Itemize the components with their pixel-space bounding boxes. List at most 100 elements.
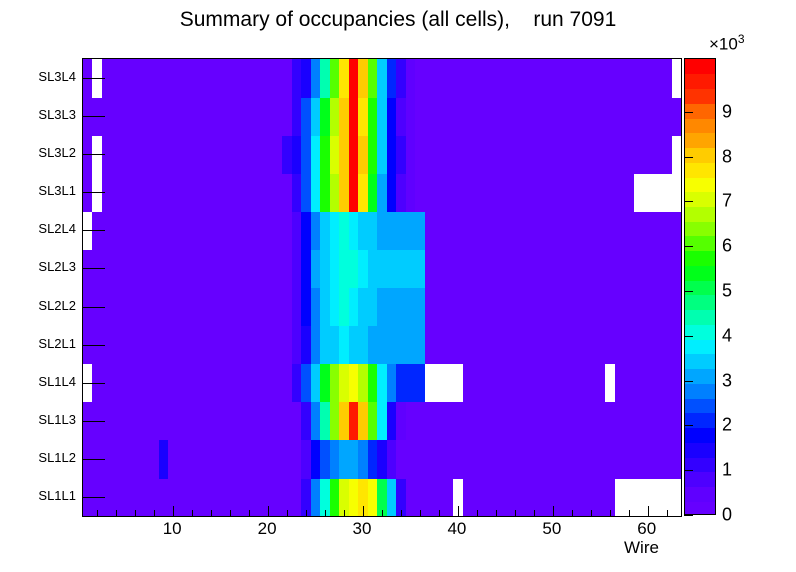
heatmap-cell bbox=[168, 325, 179, 365]
heatmap-cell bbox=[168, 249, 179, 289]
heatmap-cell bbox=[633, 97, 644, 136]
heatmap-cell bbox=[206, 325, 217, 365]
colorbar-tick bbox=[684, 201, 693, 203]
heatmap-cell bbox=[595, 97, 606, 136]
heatmap-cell bbox=[595, 401, 606, 441]
heatmap-cell bbox=[614, 97, 625, 136]
heatmap-cell bbox=[652, 439, 663, 479]
heatmap-cell bbox=[367, 173, 378, 212]
heatmap-cell bbox=[405, 59, 416, 98]
heatmap-cell bbox=[244, 287, 255, 327]
heatmap-cell bbox=[291, 211, 302, 250]
heatmap-cell bbox=[510, 401, 521, 441]
heatmap-cell bbox=[519, 439, 530, 479]
heatmap-cell bbox=[643, 287, 654, 327]
heatmap-cell bbox=[605, 363, 616, 403]
heatmap-cell bbox=[462, 211, 473, 250]
heatmap-cell bbox=[329, 249, 340, 289]
heatmap-cell bbox=[443, 439, 454, 479]
heatmap-cell bbox=[130, 173, 141, 212]
heatmap-cell bbox=[415, 211, 426, 250]
heatmap-cell bbox=[548, 401, 559, 441]
heatmap-cell bbox=[500, 211, 511, 250]
heatmap-cell bbox=[367, 363, 378, 403]
heatmap-cell bbox=[662, 287, 673, 327]
colorbar-tick-label: 3 bbox=[722, 370, 733, 391]
heatmap-cell bbox=[206, 97, 217, 136]
heatmap-cell bbox=[139, 59, 151, 98]
heatmap-cell bbox=[339, 135, 350, 174]
heatmap-cell bbox=[234, 439, 245, 479]
heatmap-cell bbox=[329, 97, 340, 136]
heatmap-grid[interactable] bbox=[83, 59, 681, 516]
heatmap-cell bbox=[462, 477, 473, 516]
heatmap-cell bbox=[500, 97, 511, 136]
heatmap-cell bbox=[671, 439, 681, 479]
heatmap-cell bbox=[462, 439, 473, 479]
colorbar-tick-label: 1 bbox=[722, 459, 733, 480]
heatmap-cell bbox=[301, 59, 312, 98]
heatmap-cell bbox=[101, 401, 113, 441]
heatmap-cell bbox=[367, 325, 378, 365]
heatmap-cell bbox=[320, 97, 331, 136]
heatmap-cell bbox=[481, 363, 492, 403]
heatmap-cell bbox=[405, 135, 416, 174]
heatmap-cell bbox=[576, 477, 587, 516]
heatmap-cell bbox=[377, 439, 388, 479]
heatmap-cell bbox=[130, 97, 141, 136]
colorbar-band bbox=[685, 73, 715, 90]
heatmap-cell bbox=[576, 363, 587, 403]
heatmap-cell bbox=[643, 439, 654, 479]
heatmap-cell bbox=[405, 477, 416, 516]
heatmap-cell bbox=[263, 401, 274, 441]
heatmap-cell bbox=[310, 401, 321, 441]
heatmap-cell bbox=[415, 325, 426, 365]
heatmap-cell bbox=[377, 363, 388, 403]
heatmap-cell bbox=[396, 401, 407, 441]
colorbar-band bbox=[685, 176, 715, 193]
y-axis-tick bbox=[83, 306, 105, 308]
heatmap-cell bbox=[662, 135, 673, 174]
heatmap-cell bbox=[595, 59, 606, 98]
heatmap-cell bbox=[139, 439, 151, 479]
heatmap-cell bbox=[187, 249, 198, 289]
heatmap-cell bbox=[168, 173, 179, 212]
heatmap-cell bbox=[310, 363, 321, 403]
heatmap-cell bbox=[234, 173, 245, 212]
x-axis-tick-label: 50 bbox=[542, 519, 562, 538]
heatmap-cell bbox=[272, 249, 283, 289]
heatmap-cell bbox=[453, 249, 464, 289]
heatmap-cell bbox=[196, 135, 207, 174]
heatmap-cell bbox=[291, 173, 302, 212]
heatmap-cell bbox=[548, 135, 559, 174]
heatmap-cell bbox=[557, 325, 568, 365]
heatmap-cell bbox=[263, 135, 274, 174]
heatmap-cell bbox=[595, 363, 606, 403]
heatmap-cell bbox=[206, 287, 217, 327]
heatmap-cell bbox=[662, 97, 673, 136]
y-axis-tick bbox=[83, 382, 105, 384]
heatmap-cell bbox=[291, 401, 302, 441]
heatmap-cell bbox=[339, 401, 350, 441]
heatmap-cell bbox=[671, 249, 681, 289]
heatmap-cell bbox=[329, 211, 340, 250]
y-axis-tick bbox=[83, 192, 105, 194]
heatmap-cell bbox=[234, 135, 245, 174]
heatmap-cell bbox=[538, 97, 549, 136]
heatmap-cell bbox=[130, 325, 141, 365]
heatmap-cell bbox=[168, 477, 179, 516]
x-axis-tick bbox=[249, 510, 251, 516]
heatmap-cell bbox=[491, 439, 502, 479]
heatmap-cell bbox=[263, 477, 274, 516]
heatmap-cell bbox=[500, 249, 511, 289]
heatmap-cell bbox=[481, 439, 492, 479]
heatmap-cell bbox=[500, 135, 511, 174]
heatmap-cell bbox=[206, 401, 217, 441]
y-axis-tick-label: SL1L4 bbox=[38, 373, 76, 389]
heatmap-cell bbox=[320, 477, 331, 516]
x-axis-tick bbox=[116, 510, 118, 516]
y-axis-tick bbox=[83, 230, 105, 232]
heatmap-cell bbox=[491, 135, 502, 174]
heatmap-cell bbox=[614, 325, 625, 365]
colorbar[interactable] bbox=[684, 58, 716, 515]
